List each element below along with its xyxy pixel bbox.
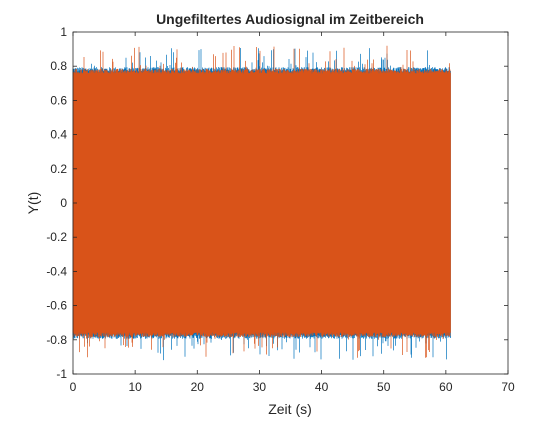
y-tick-label: -0.6 <box>46 299 67 313</box>
y-tick-label: 0.6 <box>50 93 67 107</box>
x-tick-label: 20 <box>191 380 205 394</box>
x-tick-label: 70 <box>501 380 515 394</box>
chart-title: Ungefiltertes Audiosignal im Zeitbereich <box>156 11 424 27</box>
y-tick-label: -0.2 <box>46 230 67 244</box>
y-tick-label: 0 <box>60 196 67 210</box>
y-axis-label: Y(t) <box>25 192 41 215</box>
series-layer <box>73 46 451 360</box>
x-tick-label: 30 <box>253 380 267 394</box>
x-tick-label: 40 <box>315 380 329 394</box>
series-2-waveform <box>73 46 451 358</box>
x-tick-label: 10 <box>128 380 142 394</box>
y-tick-label: 0.2 <box>50 162 67 176</box>
y-tick-label: -0.4 <box>46 264 67 278</box>
y-tick-label: 0.4 <box>50 128 67 142</box>
y-tick-label: 0.8 <box>50 59 67 73</box>
y-tick-label: -0.8 <box>46 333 67 347</box>
x-tick-label: 0 <box>70 380 77 394</box>
x-tick-label: 60 <box>439 380 453 394</box>
y-tick-label: 1 <box>60 25 67 39</box>
x-tick-label: 50 <box>377 380 391 394</box>
y-tick-label: -1 <box>56 367 67 381</box>
x-axis-label: Zeit (s) <box>268 401 312 417</box>
